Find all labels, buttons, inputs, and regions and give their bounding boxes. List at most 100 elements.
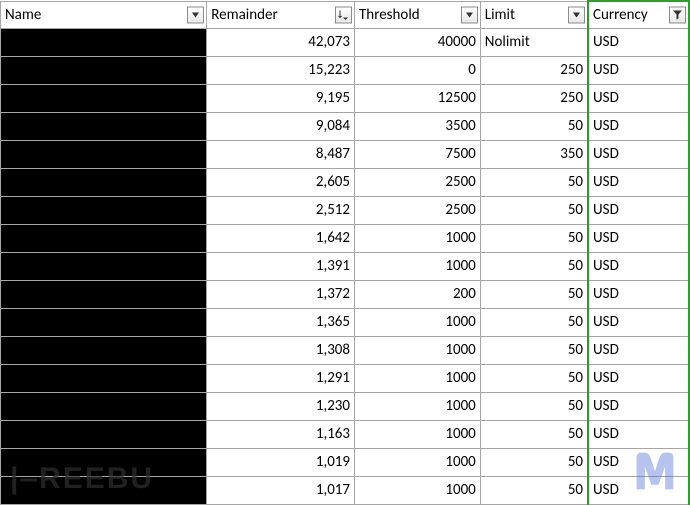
cell-currency[interactable]: USD [588, 112, 689, 140]
cell-limit[interactable]: 50 [480, 308, 588, 336]
dropdown-icon[interactable] [187, 6, 204, 23]
table-row[interactable]: 1,308100050USD [1, 336, 690, 364]
table-row[interactable]: 1,017100050USD [1, 476, 690, 504]
cell-remainder[interactable]: 1,391 [207, 252, 355, 280]
dropdown-icon[interactable] [461, 6, 478, 23]
cell-name[interactable] [1, 84, 207, 112]
table-row[interactable]: 8,4877500350USD [1, 140, 690, 168]
cell-threshold[interactable]: 1000 [355, 364, 481, 392]
cell-name[interactable] [1, 448, 207, 476]
cell-currency[interactable]: USD [588, 168, 689, 196]
cell-name[interactable] [1, 336, 207, 364]
column-header-threshold[interactable]: Threshold [355, 1, 481, 28]
table-row[interactable]: 42,07340000NolimitUSD [1, 28, 690, 56]
filtered-icon[interactable] [669, 6, 686, 23]
cell-remainder[interactable]: 1,291 [207, 364, 355, 392]
table-row[interactable]: 1,37220050USD [1, 280, 690, 308]
cell-limit[interactable]: 250 [480, 84, 588, 112]
cell-remainder[interactable]: 2,605 [207, 168, 355, 196]
cell-threshold[interactable]: 7500 [355, 140, 481, 168]
cell-threshold[interactable]: 1000 [355, 336, 481, 364]
cell-limit[interactable]: 50 [480, 280, 588, 308]
cell-name[interactable] [1, 420, 207, 448]
cell-name[interactable] [1, 112, 207, 140]
cell-remainder[interactable]: 1,017 [207, 476, 355, 504]
cell-limit[interactable]: 50 [480, 196, 588, 224]
cell-threshold[interactable]: 1000 [355, 308, 481, 336]
cell-limit[interactable]: 250 [480, 56, 588, 84]
table-row[interactable]: 9,084350050USD [1, 112, 690, 140]
table-row[interactable]: 1,019100050USD [1, 448, 690, 476]
cell-threshold[interactable]: 2500 [355, 196, 481, 224]
cell-name[interactable] [1, 168, 207, 196]
cell-threshold[interactable]: 1000 [355, 420, 481, 448]
table-row[interactable]: 1,365100050USD [1, 308, 690, 336]
cell-remainder[interactable]: 1,365 [207, 308, 355, 336]
table-row[interactable]: 1,291100050USD [1, 364, 690, 392]
cell-name[interactable] [1, 392, 207, 420]
cell-limit[interactable]: 50 [480, 392, 588, 420]
cell-currency[interactable]: USD [588, 28, 689, 56]
cell-limit[interactable]: 50 [480, 252, 588, 280]
table-row[interactable]: 1,163100050USD [1, 420, 690, 448]
cell-limit[interactable]: 50 [480, 224, 588, 252]
cell-currency[interactable]: USD [588, 336, 689, 364]
cell-limit[interactable]: 50 [480, 112, 588, 140]
table-row[interactable]: 15,2230250USD [1, 56, 690, 84]
cell-threshold[interactable]: 0 [355, 56, 481, 84]
cell-currency[interactable]: USD [588, 476, 689, 504]
cell-currency[interactable]: USD [588, 448, 689, 476]
cell-currency[interactable]: USD [588, 364, 689, 392]
sort-desc-icon[interactable] [335, 6, 352, 23]
cell-threshold[interactable]: 2500 [355, 168, 481, 196]
dropdown-icon[interactable] [568, 6, 585, 23]
cell-limit[interactable]: 50 [480, 364, 588, 392]
cell-currency[interactable]: USD [588, 224, 689, 252]
cell-name[interactable] [1, 364, 207, 392]
cell-name[interactable] [1, 252, 207, 280]
cell-name[interactable] [1, 476, 207, 504]
cell-currency[interactable]: USD [588, 140, 689, 168]
cell-remainder[interactable]: 1,372 [207, 280, 355, 308]
cell-threshold[interactable]: 3500 [355, 112, 481, 140]
table-row[interactable]: 2,512250050USD [1, 196, 690, 224]
cell-currency[interactable]: USD [588, 420, 689, 448]
cell-currency[interactable]: USD [588, 84, 689, 112]
cell-limit[interactable]: Nolimit [480, 28, 588, 56]
cell-threshold[interactable]: 40000 [355, 28, 481, 56]
table-row[interactable]: 1,391100050USD [1, 252, 690, 280]
cell-remainder[interactable]: 1,019 [207, 448, 355, 476]
table-row[interactable]: 1,642100050USD [1, 224, 690, 252]
column-header-remainder[interactable]: Remainder [207, 1, 355, 28]
cell-threshold[interactable]: 1000 [355, 476, 481, 504]
cell-name[interactable] [1, 140, 207, 168]
table-row[interactable]: 2,605250050USD [1, 168, 690, 196]
cell-currency[interactable]: USD [588, 252, 689, 280]
cell-threshold[interactable]: 1000 [355, 252, 481, 280]
cell-remainder[interactable]: 9,084 [207, 112, 355, 140]
cell-currency[interactable]: USD [588, 308, 689, 336]
table-row[interactable]: 9,19512500250USD [1, 84, 690, 112]
cell-remainder[interactable]: 1,642 [207, 224, 355, 252]
cell-remainder[interactable]: 2,512 [207, 196, 355, 224]
cell-threshold[interactable]: 1000 [355, 448, 481, 476]
cell-remainder[interactable]: 42,073 [207, 28, 355, 56]
cell-limit[interactable]: 50 [480, 336, 588, 364]
cell-name[interactable] [1, 224, 207, 252]
cell-remainder[interactable]: 1,163 [207, 420, 355, 448]
cell-name[interactable] [1, 308, 207, 336]
cell-remainder[interactable]: 15,223 [207, 56, 355, 84]
cell-remainder[interactable]: 1,230 [207, 392, 355, 420]
cell-threshold[interactable]: 12500 [355, 84, 481, 112]
cell-limit[interactable]: 50 [480, 420, 588, 448]
cell-name[interactable] [1, 280, 207, 308]
cell-remainder[interactable]: 8,487 [207, 140, 355, 168]
cell-name[interactable] [1, 28, 207, 56]
cell-limit[interactable]: 50 [480, 448, 588, 476]
column-header-name[interactable]: Name [1, 1, 207, 28]
cell-name[interactable] [1, 56, 207, 84]
cell-threshold[interactable]: 1000 [355, 224, 481, 252]
cell-threshold[interactable]: 200 [355, 280, 481, 308]
cell-currency[interactable]: USD [588, 56, 689, 84]
cell-limit[interactable]: 350 [480, 140, 588, 168]
